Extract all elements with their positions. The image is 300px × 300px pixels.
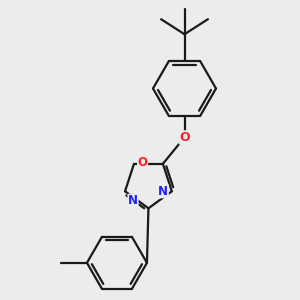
Text: N: N xyxy=(128,194,138,207)
Text: O: O xyxy=(179,131,190,144)
Text: N: N xyxy=(158,185,168,198)
Text: O: O xyxy=(138,156,148,169)
